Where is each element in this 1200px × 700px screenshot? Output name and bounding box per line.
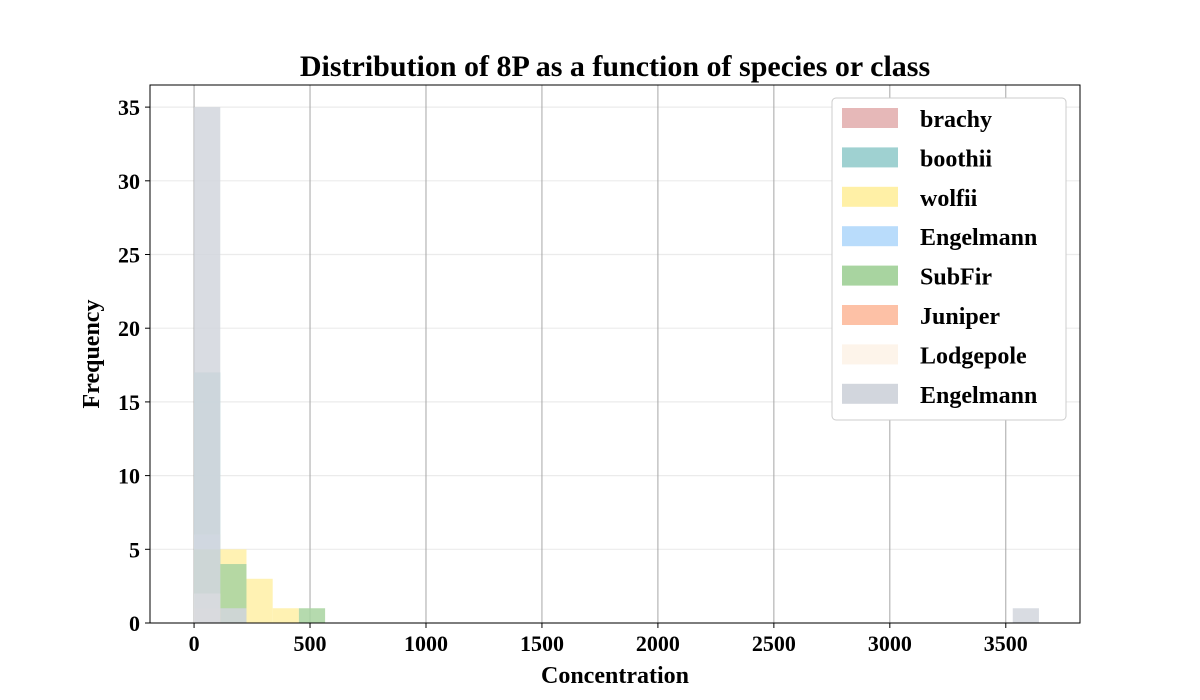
y-axis-label: Frequency bbox=[79, 300, 105, 409]
legend-box bbox=[831, 97, 1067, 421]
bar-subfir-4 bbox=[298, 608, 326, 623]
legend: brachy boothii wolfii Engelmann SubFir Junipe… bbox=[831, 97, 1067, 421]
legend-label-engelmann: Engelmann bbox=[920, 383, 1037, 409]
y-tick-label: 35 bbox=[118, 95, 140, 120]
y-tick-label: 25 bbox=[118, 243, 140, 268]
legend-label-brachy: brachy bbox=[920, 107, 992, 133]
bars-layer bbox=[194, 107, 1039, 623]
ticks-layer: 0 500 1000 1500 2000 2500 3000 3500 0 5 10 15 20 25 30… bbox=[118, 95, 1028, 656]
y-tick-label: 30 bbox=[118, 169, 140, 194]
chart-title: Distribution of 8P as a function of spec… bbox=[300, 50, 930, 83]
x-tick-label: 1000 bbox=[404, 631, 448, 656]
legend-swatch-boothii bbox=[842, 147, 898, 168]
legend-label-engelmann: Engelmann bbox=[920, 225, 1037, 251]
x-tick-label: 0 bbox=[189, 631, 200, 656]
bar-wolfii-2 bbox=[246, 578, 273, 623]
x-tick-label: 1500 bbox=[520, 631, 564, 656]
x-tick-label: 2000 bbox=[636, 631, 680, 656]
x-tick-label: 500 bbox=[294, 631, 327, 656]
y-tick-label: 20 bbox=[118, 316, 140, 341]
legend-swatch-subfir bbox=[842, 265, 898, 286]
y-tick-label: 15 bbox=[118, 390, 140, 415]
x-tick-label: 3000 bbox=[868, 631, 912, 656]
legend-label-wolfii: wolfii bbox=[920, 186, 978, 212]
x-tick-label: 3500 bbox=[984, 631, 1028, 656]
grid-layer bbox=[150, 85, 1080, 624]
bar-engelmann-7 bbox=[194, 107, 221, 623]
legend-swatch-juniper bbox=[842, 305, 898, 325]
legend-swatch-brachy bbox=[842, 108, 898, 128]
y-tick-label: 10 bbox=[118, 464, 140, 489]
bar-engelmann-7 bbox=[220, 608, 247, 623]
plot-frame bbox=[149, 84, 1081, 624]
y-tick-label: 5 bbox=[129, 537, 140, 562]
legend-swatch-wolfii bbox=[842, 186, 898, 207]
x-axis-label: Concentration bbox=[541, 663, 689, 689]
bar-wolfii-2 bbox=[272, 608, 299, 623]
legend-items: brachy boothii wolfii Engelmann SubFir Junipe… bbox=[842, 107, 1037, 409]
y-tick-label: 0 bbox=[129, 611, 140, 636]
x-tick-label: 2500 bbox=[752, 631, 796, 656]
bar-engelmann-7 bbox=[1012, 608, 1039, 623]
legend-label-juniper: Juniper bbox=[920, 304, 1000, 330]
legend-swatch-engelmann bbox=[842, 226, 898, 247]
legend-swatch-lodgepole bbox=[842, 344, 898, 365]
legend-label-boothii: boothii bbox=[920, 146, 992, 172]
legend-label-lodgepole: Lodgepole bbox=[920, 343, 1027, 369]
legend-label-subfir: SubFir bbox=[920, 265, 992, 291]
legend-swatch-engelmann bbox=[842, 383, 898, 404]
